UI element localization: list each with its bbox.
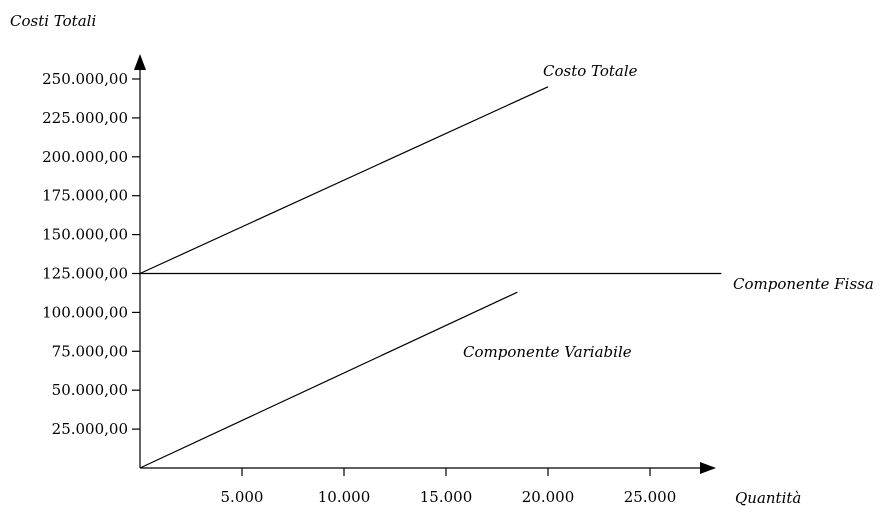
series-label-componente-variabile: Componente Variabile <box>463 343 632 361</box>
x-axis-arrow <box>700 462 716 474</box>
y-tick-label: 75.000,00 <box>52 342 128 360</box>
series-lines <box>139 86 722 469</box>
series-label-componente-fissa: Componente Fissa <box>733 275 874 293</box>
y-axis-title: Costi Totali <box>10 12 96 30</box>
series-line-costo-totale <box>139 86 549 275</box>
ticks: 25.000,00 50.000,00 75.000,00 100.000,00 125… <box>42 70 676 506</box>
x-tick-label: 25.000 <box>624 488 677 506</box>
y-tick-label: 100.000,00 <box>42 303 128 321</box>
y-tick-label: 50.000,00 <box>52 381 128 399</box>
y-tick-label: 125.000,00 <box>42 265 128 283</box>
y-tick-label: 250.000,00 <box>42 70 128 88</box>
y-tick-label: 175.000,00 <box>42 187 128 205</box>
series-line-componente-variabile <box>139 291 518 469</box>
x-tick-label: 15.000 <box>420 488 473 506</box>
y-tick-label: 150.000,00 <box>42 226 128 244</box>
x-axis-title: Quantità <box>735 489 801 507</box>
y-tick-label: 200.000,00 <box>42 148 128 166</box>
x-tick-label: 10.000 <box>318 488 371 506</box>
y-tick-label: 25.000,00 <box>52 420 128 438</box>
axes <box>134 54 716 474</box>
series-label-costo-totale: Costo Totale <box>543 62 638 80</box>
y-axis-arrow <box>134 54 146 70</box>
x-tick-label: 5.000 <box>221 488 264 506</box>
x-tick-label: 20.000 <box>522 488 575 506</box>
y-tick-label: 225.000,00 <box>42 109 128 127</box>
